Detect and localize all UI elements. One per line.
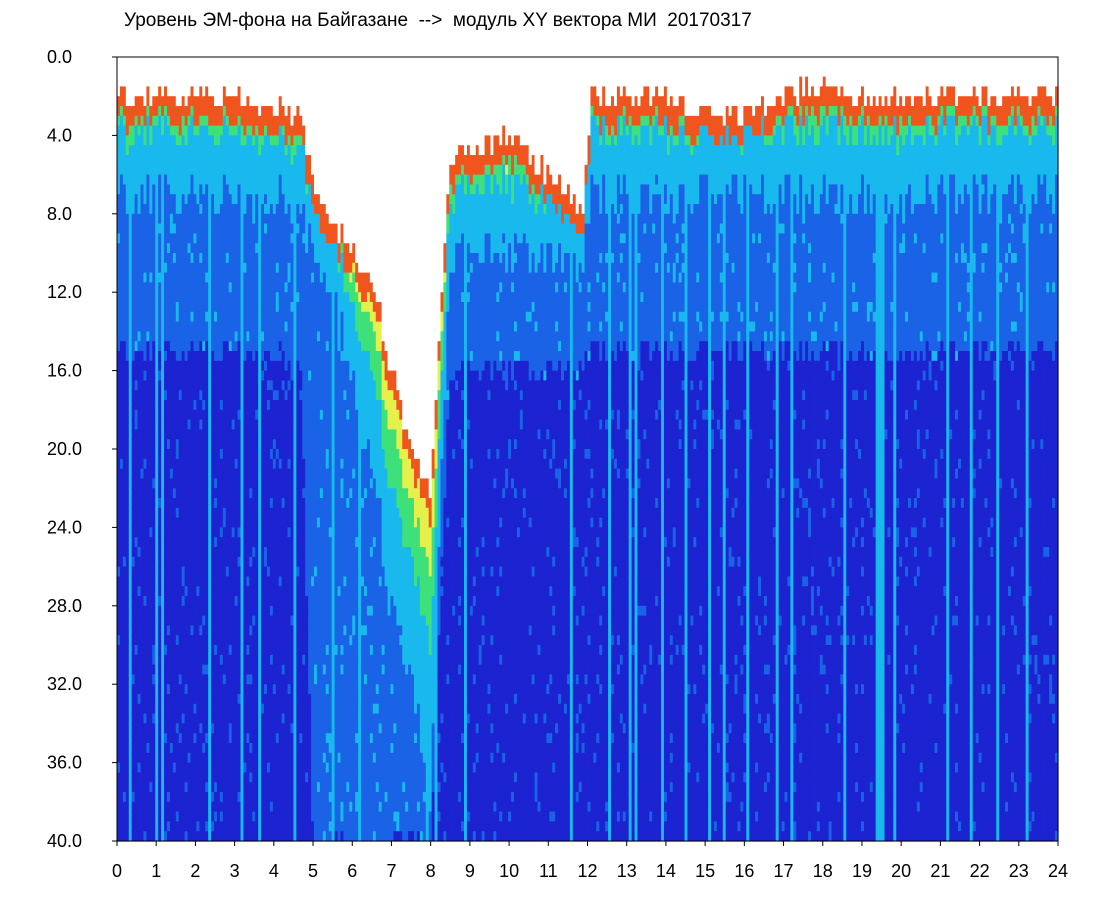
- heatmap-cells: [117, 57, 1059, 842]
